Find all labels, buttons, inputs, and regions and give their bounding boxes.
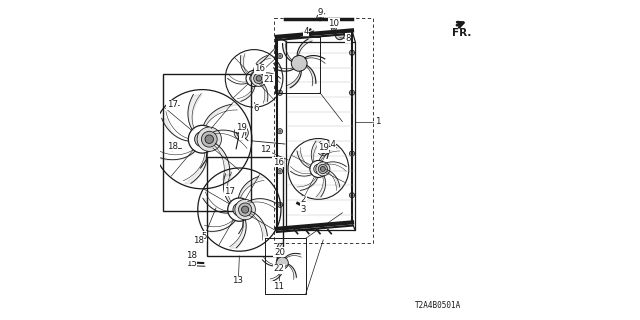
Circle shape bbox=[239, 130, 244, 135]
Circle shape bbox=[279, 55, 281, 57]
Text: 3: 3 bbox=[301, 205, 306, 214]
Circle shape bbox=[317, 144, 329, 156]
Circle shape bbox=[279, 130, 281, 132]
Circle shape bbox=[278, 252, 280, 254]
Circle shape bbox=[227, 190, 233, 196]
Text: 16: 16 bbox=[273, 158, 284, 167]
Circle shape bbox=[278, 129, 283, 134]
Circle shape bbox=[233, 203, 246, 216]
Circle shape bbox=[241, 206, 249, 213]
Circle shape bbox=[253, 73, 264, 84]
Circle shape bbox=[276, 257, 289, 269]
Text: 15: 15 bbox=[186, 259, 196, 268]
Text: FR.: FR. bbox=[452, 28, 471, 38]
Text: 5: 5 bbox=[202, 232, 207, 241]
Circle shape bbox=[234, 126, 248, 140]
Circle shape bbox=[279, 170, 281, 172]
Text: 9: 9 bbox=[318, 8, 323, 17]
Circle shape bbox=[351, 152, 353, 155]
Text: 1: 1 bbox=[376, 117, 381, 126]
Circle shape bbox=[319, 146, 327, 154]
Text: 17: 17 bbox=[166, 100, 178, 109]
Circle shape bbox=[237, 128, 246, 137]
Text: 6: 6 bbox=[253, 104, 259, 113]
Circle shape bbox=[321, 148, 325, 152]
Text: 20: 20 bbox=[274, 248, 285, 257]
Circle shape bbox=[195, 132, 210, 147]
Text: 14: 14 bbox=[325, 140, 336, 149]
Circle shape bbox=[318, 164, 328, 173]
Text: 10: 10 bbox=[328, 19, 339, 28]
Circle shape bbox=[276, 250, 282, 256]
Text: 18: 18 bbox=[193, 236, 204, 245]
Bar bbox=[207, 157, 284, 256]
Circle shape bbox=[197, 127, 221, 151]
Circle shape bbox=[316, 162, 330, 176]
Text: 21: 21 bbox=[263, 75, 275, 84]
Circle shape bbox=[332, 26, 337, 31]
Circle shape bbox=[256, 76, 262, 81]
Text: 19: 19 bbox=[236, 123, 246, 132]
Circle shape bbox=[351, 194, 353, 196]
Circle shape bbox=[349, 193, 355, 198]
Text: T2A4B0501A: T2A4B0501A bbox=[415, 301, 461, 310]
Text: 4: 4 bbox=[303, 27, 308, 36]
Circle shape bbox=[258, 67, 260, 69]
Circle shape bbox=[278, 90, 283, 95]
Text: 7: 7 bbox=[239, 131, 245, 140]
Text: 22: 22 bbox=[273, 264, 285, 273]
Circle shape bbox=[250, 74, 259, 83]
Circle shape bbox=[335, 31, 344, 40]
Bar bbox=[163, 74, 251, 211]
Circle shape bbox=[205, 135, 214, 143]
Circle shape bbox=[291, 55, 307, 71]
Circle shape bbox=[351, 92, 353, 94]
Circle shape bbox=[314, 164, 323, 174]
Circle shape bbox=[278, 162, 280, 164]
Circle shape bbox=[279, 204, 281, 206]
Circle shape bbox=[169, 145, 175, 151]
Circle shape bbox=[278, 169, 283, 174]
Circle shape bbox=[196, 239, 202, 244]
Circle shape bbox=[198, 240, 200, 243]
Text: 2: 2 bbox=[301, 196, 306, 204]
Text: 18: 18 bbox=[166, 142, 178, 151]
Circle shape bbox=[171, 104, 173, 106]
Circle shape bbox=[349, 50, 355, 55]
Circle shape bbox=[319, 16, 321, 19]
Circle shape bbox=[333, 27, 335, 29]
Circle shape bbox=[279, 92, 281, 94]
Circle shape bbox=[171, 147, 173, 149]
Text: 19: 19 bbox=[318, 143, 328, 152]
Text: 18: 18 bbox=[186, 252, 198, 260]
Text: 12: 12 bbox=[260, 145, 271, 154]
Text: 8: 8 bbox=[346, 34, 351, 43]
Circle shape bbox=[228, 191, 231, 194]
Circle shape bbox=[278, 53, 283, 59]
Circle shape bbox=[202, 131, 217, 147]
Circle shape bbox=[192, 253, 197, 259]
Text: 13: 13 bbox=[232, 276, 243, 285]
Circle shape bbox=[351, 52, 353, 54]
Circle shape bbox=[278, 202, 283, 207]
Circle shape bbox=[193, 255, 196, 257]
Circle shape bbox=[169, 102, 175, 108]
Circle shape bbox=[256, 65, 262, 71]
Circle shape bbox=[317, 14, 323, 21]
Text: 11: 11 bbox=[273, 282, 284, 291]
Circle shape bbox=[276, 160, 282, 166]
Circle shape bbox=[349, 151, 355, 156]
Circle shape bbox=[349, 90, 355, 95]
Circle shape bbox=[235, 199, 255, 220]
Circle shape bbox=[321, 166, 325, 172]
Circle shape bbox=[239, 203, 252, 216]
Text: 17: 17 bbox=[224, 187, 236, 196]
Circle shape bbox=[251, 70, 267, 86]
Text: 16: 16 bbox=[254, 64, 266, 73]
